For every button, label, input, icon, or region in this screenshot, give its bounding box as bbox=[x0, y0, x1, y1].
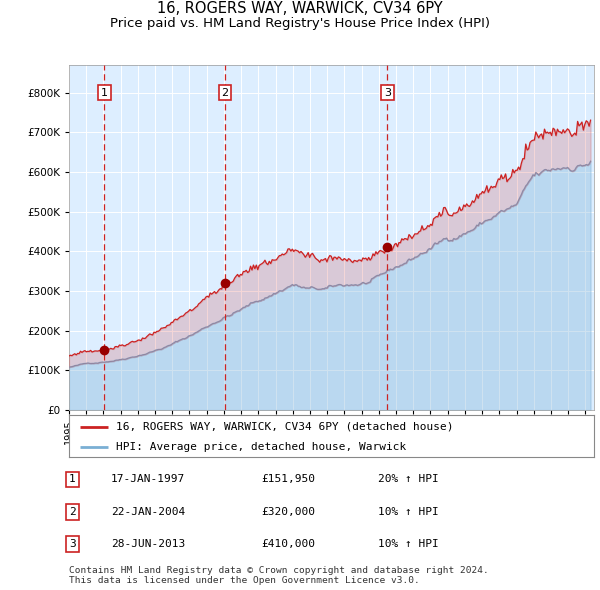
Text: Contains HM Land Registry data © Crown copyright and database right 2024.
This d: Contains HM Land Registry data © Crown c… bbox=[69, 566, 489, 585]
Text: 3: 3 bbox=[69, 539, 76, 549]
Text: £151,950: £151,950 bbox=[261, 474, 315, 484]
Text: 10% ↑ HPI: 10% ↑ HPI bbox=[378, 539, 439, 549]
Text: 28-JUN-2013: 28-JUN-2013 bbox=[111, 539, 185, 549]
Text: 17-JAN-1997: 17-JAN-1997 bbox=[111, 474, 185, 484]
Text: 20% ↑ HPI: 20% ↑ HPI bbox=[378, 474, 439, 484]
Text: 22-JAN-2004: 22-JAN-2004 bbox=[111, 507, 185, 517]
Text: 3: 3 bbox=[384, 88, 391, 98]
Text: 16, ROGERS WAY, WARWICK, CV34 6PY: 16, ROGERS WAY, WARWICK, CV34 6PY bbox=[157, 1, 443, 16]
Text: £320,000: £320,000 bbox=[261, 507, 315, 517]
Text: HPI: Average price, detached house, Warwick: HPI: Average price, detached house, Warw… bbox=[116, 442, 407, 451]
Text: 16, ROGERS WAY, WARWICK, CV34 6PY (detached house): 16, ROGERS WAY, WARWICK, CV34 6PY (detac… bbox=[116, 422, 454, 432]
Text: 10% ↑ HPI: 10% ↑ HPI bbox=[378, 507, 439, 517]
Text: 2: 2 bbox=[221, 88, 229, 98]
Text: £410,000: £410,000 bbox=[261, 539, 315, 549]
Text: 1: 1 bbox=[101, 88, 108, 98]
Text: 2: 2 bbox=[69, 507, 76, 517]
Text: 1: 1 bbox=[69, 474, 76, 484]
Text: Price paid vs. HM Land Registry's House Price Index (HPI): Price paid vs. HM Land Registry's House … bbox=[110, 17, 490, 30]
